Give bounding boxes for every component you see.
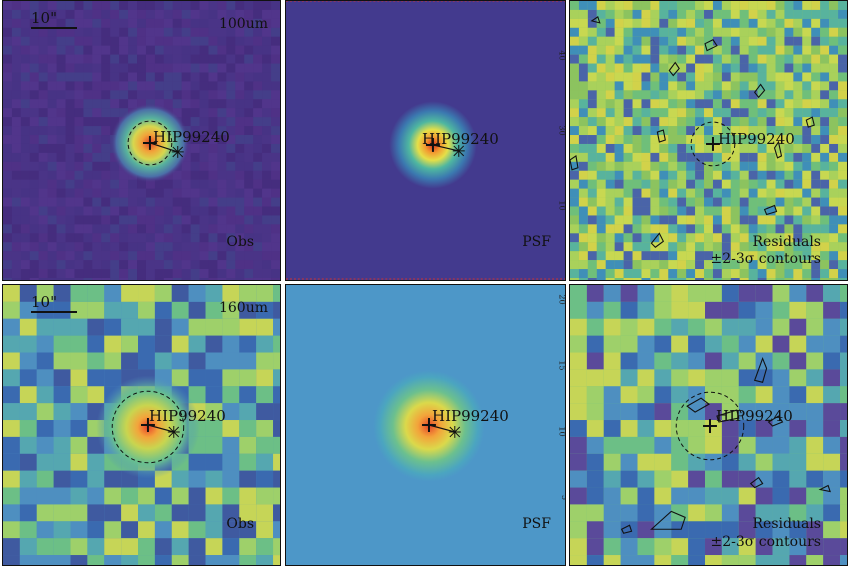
scale-bar: 10" — [31, 9, 77, 29]
contours-label: ±2-3σ contours — [710, 534, 821, 550]
band-label: 160um — [218, 300, 268, 316]
panel-label-psf: PSF — [522, 516, 551, 532]
panel-psf-100um: HIP99240 PSF 40 30 10 — [285, 0, 566, 281]
panel-label-psf: PSF — [522, 234, 551, 250]
obs-160um-image — [3, 285, 280, 565]
panel-psf-160um: HIP99240 PSF 20 15 10 5 — [285, 284, 566, 566]
panel-resid-100um: HIP99240 Residuals ±2-3σ contours — [569, 0, 848, 281]
residuals-label: Residuals — [752, 234, 821, 250]
target-label: HIP99240 — [153, 128, 230, 146]
target-label: HIP99240 — [716, 407, 793, 425]
aperture-circle — [111, 390, 185, 464]
panel-obs-160um: 10" 160um HIP99240 Obs — [2, 284, 281, 566]
residuals-label: Residuals — [752, 516, 821, 532]
tick: 40 — [557, 50, 566, 61]
obs-100um-image — [3, 1, 280, 280]
aperture-circle — [675, 391, 745, 461]
scale-bar-line — [31, 311, 77, 313]
tick: 15 — [557, 360, 566, 371]
contours-label: ±2-3σ contours — [710, 251, 821, 267]
target-label: HIP99240 — [432, 407, 509, 425]
panel-resid-160um: HIP99240 Residuals ±2-3σ contours — [569, 284, 848, 566]
target-label: HIP99240 — [718, 130, 795, 148]
psf-100um-image — [286, 1, 565, 280]
tick: 30 — [557, 125, 566, 136]
tick: 20 — [557, 294, 566, 305]
tick: 10 — [557, 426, 566, 437]
target-label: HIP99240 — [149, 407, 226, 425]
scale-bar-line — [31, 27, 77, 29]
psf-160um-image — [286, 285, 565, 565]
scale-bar: 10" — [31, 293, 77, 313]
tick: 5 — [560, 495, 565, 500]
scale-bar-label: 10" — [31, 293, 57, 311]
aperture-circle — [127, 120, 173, 166]
panel-label-obs: Obs — [226, 234, 254, 250]
panel-label-obs: Obs — [226, 516, 254, 532]
tick: 10 — [557, 200, 566, 211]
aperture-circle — [690, 121, 736, 167]
target-label: HIP99240 — [422, 130, 499, 148]
band-label: 100um — [218, 16, 268, 32]
scale-bar-label: 10" — [31, 9, 57, 27]
panel-obs-100um: 10" 100um HIP99240 Obs — [2, 0, 281, 281]
resid-100um-image — [570, 1, 847, 280]
resid-160um-image — [570, 285, 847, 565]
